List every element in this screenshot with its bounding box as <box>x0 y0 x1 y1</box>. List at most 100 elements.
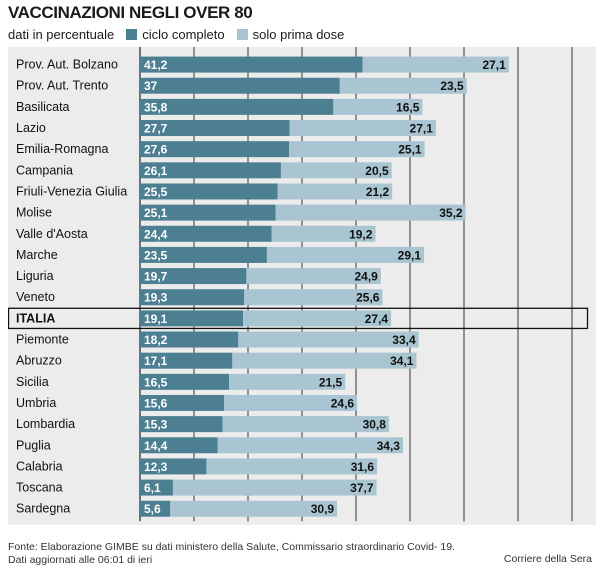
value-label-ciclo-completo: 37 <box>144 79 158 93</box>
value-label-ciclo-completo: 41,2 <box>144 58 168 72</box>
bar-prima-dose <box>280 162 392 179</box>
value-label-prima-dose: 25,6 <box>356 291 380 305</box>
bar-ciclo-completo <box>140 162 281 179</box>
bar-chart: 0 10 20 30 40 50 60 70 80 Prov. Aut. Bolzano 41,2 2… <box>8 47 589 525</box>
category-label: Piemonte <box>16 333 69 347</box>
bar-ciclo-completo <box>140 500 171 517</box>
value-label-prima-dose: 29,1 <box>398 248 422 262</box>
labels: 0 10 20 30 40 50 60 70 80 Prov. Aut. Bolzano 41,2 2… <box>16 58 579 525</box>
value-label-ciclo-completo: 14,4 <box>144 439 168 453</box>
bar-prima-dose <box>339 77 467 94</box>
value-label-ciclo-completo: 15,6 <box>144 396 168 410</box>
source-note: Fonte: Elaborazione GIMBE su dati minist… <box>8 541 455 567</box>
value-label-prima-dose: 30,9 <box>311 502 335 516</box>
bar-ciclo-completo <box>140 437 218 454</box>
value-label-prima-dose: 24,9 <box>354 270 378 284</box>
legend-item-ciclo-completo: ciclo completo <box>126 26 225 42</box>
value-label-prima-dose: 33,4 <box>392 333 416 347</box>
value-label-ciclo-completo: 15,3 <box>144 418 168 432</box>
bar-prima-dose <box>229 373 346 390</box>
value-label-ciclo-completo: 5,6 <box>144 502 161 516</box>
value-label-prima-dose: 34,3 <box>377 439 401 453</box>
value-label-prima-dose: 25,1 <box>398 143 422 157</box>
category-label: Veneto <box>16 290 55 304</box>
bar-ciclo-completo <box>140 352 233 369</box>
category-label: ITALIA <box>16 311 55 325</box>
bar-prima-dose <box>170 500 338 517</box>
category-label: Basilicata <box>16 100 70 114</box>
x-tick-label-70: 70 <box>511 523 525 525</box>
category-label: Prov. Aut. Trento <box>16 79 108 93</box>
category-label: Friuli-Venezia Giulia <box>16 184 127 198</box>
value-label-prima-dose: 27,1 <box>410 122 434 136</box>
value-label-prima-dose: 27,1 <box>482 58 506 72</box>
x-tick-label-80: 80 <box>565 523 579 525</box>
x-tick-label-10: 10 <box>187 523 201 525</box>
bar-ciclo-completo <box>140 141 290 158</box>
legend-label-prima-dose: solo prima dose <box>252 26 345 42</box>
category-label: Abruzzo <box>16 354 62 368</box>
value-label-prima-dose: 27,4 <box>365 312 389 326</box>
credit: Corriere della Sera <box>503 553 592 565</box>
value-label-ciclo-completo: 17,1 <box>144 354 168 368</box>
value-label-prima-dose: 30,8 <box>363 418 387 432</box>
category-label: Lazio <box>16 121 46 135</box>
legend-swatch-ciclo-completo <box>126 28 138 40</box>
bar-prima-dose <box>224 394 358 411</box>
value-label-prima-dose: 31,6 <box>351 460 375 474</box>
x-tick-label-60: 60 <box>457 523 471 525</box>
category-label: Molise <box>16 206 52 220</box>
bar-prima-dose <box>232 352 417 369</box>
legend-label-ciclo-completo: ciclo completo <box>142 26 225 42</box>
category-label: Marche <box>16 248 58 262</box>
bar-prima-dose <box>244 289 383 306</box>
category-label: Puglia <box>16 438 51 452</box>
bar-prima-dose <box>246 268 381 285</box>
chart-subtitle: dati in percentuale <box>8 26 115 42</box>
bar-prima-dose <box>289 120 436 137</box>
bar-prima-dose <box>289 141 425 158</box>
bar-prima-dose <box>362 56 509 73</box>
subtitle-legend-row: dati in percentuale ciclo completo solo … <box>8 25 344 43</box>
value-label-prima-dose: 19,2 <box>349 227 373 241</box>
bar-prima-dose <box>266 246 425 263</box>
bar-ciclo-completo <box>140 373 230 390</box>
chart-area: 0 10 20 30 40 50 60 70 80 Prov. Aut. Bolzano 41,2 2… <box>8 47 596 525</box>
value-label-ciclo-completo: 18,2 <box>144 333 168 347</box>
bar-prima-dose <box>172 479 377 496</box>
value-label-prima-dose: 16,5 <box>396 100 420 114</box>
bars <box>8 56 589 517</box>
value-label-ciclo-completo: 16,5 <box>144 375 168 389</box>
bar-prima-dose <box>277 183 393 200</box>
value-label-ciclo-completo: 19,1 <box>144 312 168 326</box>
bar-prima-dose <box>206 458 378 475</box>
x-tick-label-30: 30 <box>295 523 309 525</box>
category-label: Sicilia <box>16 375 49 389</box>
bar-ciclo-completo <box>140 246 267 263</box>
category-label: Prov. Aut. Bolzano <box>16 58 118 72</box>
bar-ciclo-completo <box>140 120 290 137</box>
value-label-ciclo-completo: 23,5 <box>144 248 168 262</box>
bar-ciclo-completo <box>140 479 173 496</box>
x-tick-label-20: 20 <box>241 523 255 525</box>
category-label: Campania <box>16 163 73 177</box>
bar-ciclo-completo <box>140 394 225 411</box>
category-label: Liguria <box>16 269 54 283</box>
bar-ciclo-completo <box>140 310 244 327</box>
bar-prima-dose <box>333 98 423 115</box>
category-label: Umbria <box>16 396 56 410</box>
value-label-prima-dose: 23,5 <box>440 79 464 93</box>
bar-prima-dose <box>217 437 403 454</box>
bar-ciclo-completo <box>140 225 272 242</box>
value-label-prima-dose: 21,2 <box>366 185 390 199</box>
value-label-prima-dose: 24,6 <box>331 396 355 410</box>
bar-ciclo-completo <box>140 289 245 306</box>
bar-prima-dose <box>271 225 376 242</box>
value-label-ciclo-completo: 24,4 <box>144 227 168 241</box>
category-label: Valle d'Aosta <box>16 227 88 241</box>
bar-ciclo-completo <box>140 331 239 348</box>
legend-swatch-prima-dose <box>236 28 248 40</box>
bar-ciclo-completo <box>140 458 207 475</box>
x-tick-label-0: 0 <box>137 523 144 525</box>
value-label-prima-dose: 21,5 <box>319 375 343 389</box>
